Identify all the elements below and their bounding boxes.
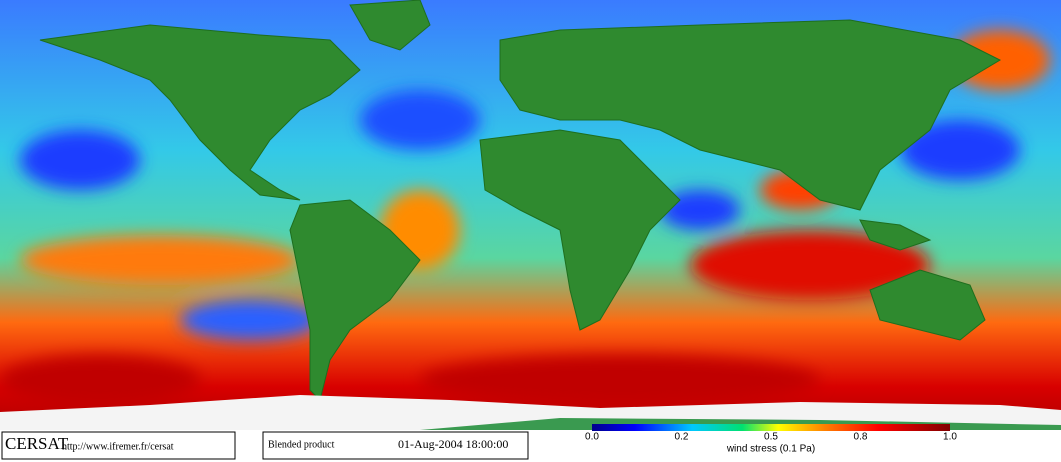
footer-box [1, 431, 236, 460]
colorbar-label: 0.2 [675, 432, 689, 443]
colorbar-label: 0.5 [764, 432, 778, 443]
product: Blended product [268, 439, 335, 450]
url: http://www.ifremer.fr/cersat [62, 441, 174, 452]
date: 01-Aug-2004 18:00:00 [398, 437, 508, 451]
colorbar [592, 424, 950, 431]
colorbar-label: 0.8 [854, 432, 868, 443]
wind-field [0, 30, 1050, 405]
colorbar-label: 1.0 [943, 432, 957, 443]
logo: CERSAT [5, 434, 69, 453]
colorbar-title: wind stress (0.1 Pa) [726, 444, 815, 455]
colorbar-label: 0.0 [585, 432, 599, 443]
continents [39, 0, 1002, 401]
footer-box [262, 431, 529, 460]
